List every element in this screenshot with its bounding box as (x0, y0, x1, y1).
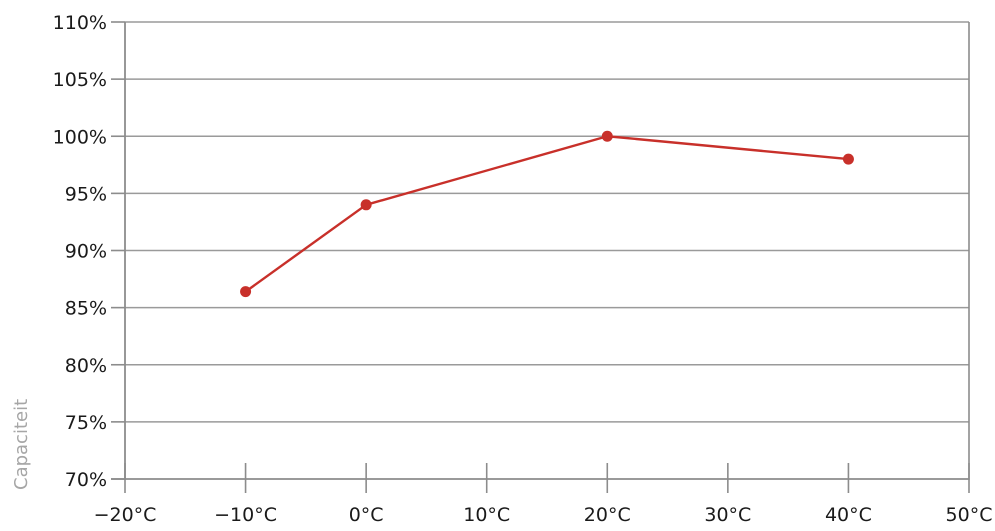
x-tick-label: 20°C (584, 504, 631, 526)
y-tick-label: 90% (65, 241, 107, 263)
x-tick-label: 50°C (946, 504, 993, 526)
data-point (240, 286, 252, 298)
y-tick-label: 85% (65, 298, 107, 320)
x-tick-label: 10°C (463, 504, 510, 526)
y-tick-label: 105% (53, 69, 107, 91)
y-tick-label: 70% (65, 469, 107, 491)
x-tick-label: 30°C (704, 504, 751, 526)
y-tick-label: 95% (65, 183, 107, 205)
x-tick-label: −20°C (94, 504, 157, 526)
x-tick-label: 0°C (349, 504, 384, 526)
y-tick-label: 100% (53, 126, 107, 148)
y-tick-labels: 70% 75% 80% 85% 90% 95% 100% 105% 110% (53, 12, 107, 491)
x-tick-labels: −20°C −10°C 0°C 10°C 20°C 30°C 40°C 50°C (94, 504, 993, 526)
grid-lines (125, 21, 969, 423)
y-tick-label: 80% (65, 355, 107, 377)
data-point (360, 199, 372, 211)
y-tick-label: 110% (53, 12, 107, 34)
data-point (601, 130, 613, 142)
data-series (240, 130, 854, 298)
axes (111, 21, 970, 493)
data-point (842, 153, 854, 165)
x-tick-label: 40°C (825, 504, 872, 526)
y-tick-label: 75% (65, 412, 107, 434)
series-line (244, 135, 849, 293)
x-tick-label: −10°C (214, 504, 277, 526)
y-axis-label: Capaciteit (11, 399, 32, 490)
